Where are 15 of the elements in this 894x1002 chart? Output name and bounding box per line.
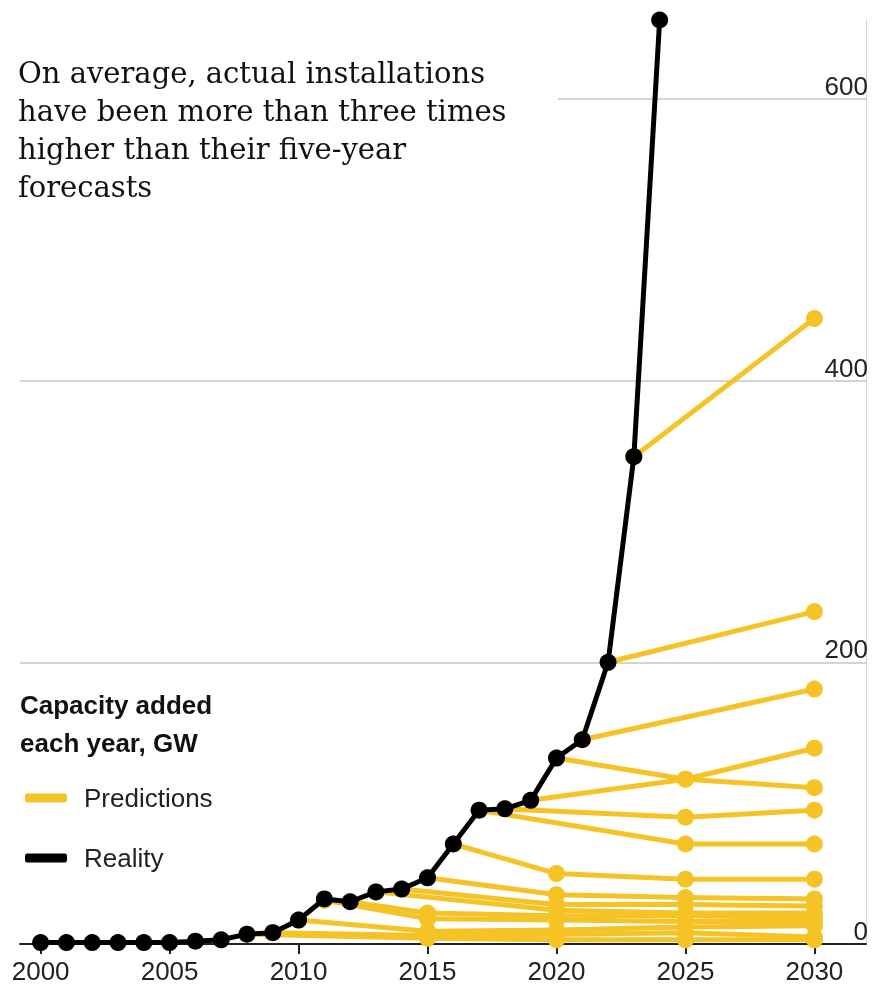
- y-tick-label: 200: [824, 634, 868, 665]
- legend-label: Reality: [84, 843, 164, 873]
- x-tick-label: 2005: [140, 956, 199, 986]
- x-tick-label: 2015: [398, 956, 457, 986]
- legend-label: Predictions: [84, 783, 213, 813]
- x-tick-label: 2020: [527, 956, 586, 986]
- text: On average, actual installations have been more than three times higher than their five-year forecasts: [18, 56, 516, 204]
- y-tick-label: 400: [824, 352, 868, 383]
- legend-title: Capacity added each year, GW: [20, 690, 220, 758]
- x-tick-label: 2000: [11, 956, 70, 986]
- x-tick-label: 2030: [785, 956, 844, 986]
- y-tick-label: 600: [824, 70, 868, 101]
- x-tick-label: 2010: [269, 956, 328, 986]
- x-tick-label: 2025: [656, 956, 715, 986]
- y-tick-label: 0: [853, 916, 868, 946]
